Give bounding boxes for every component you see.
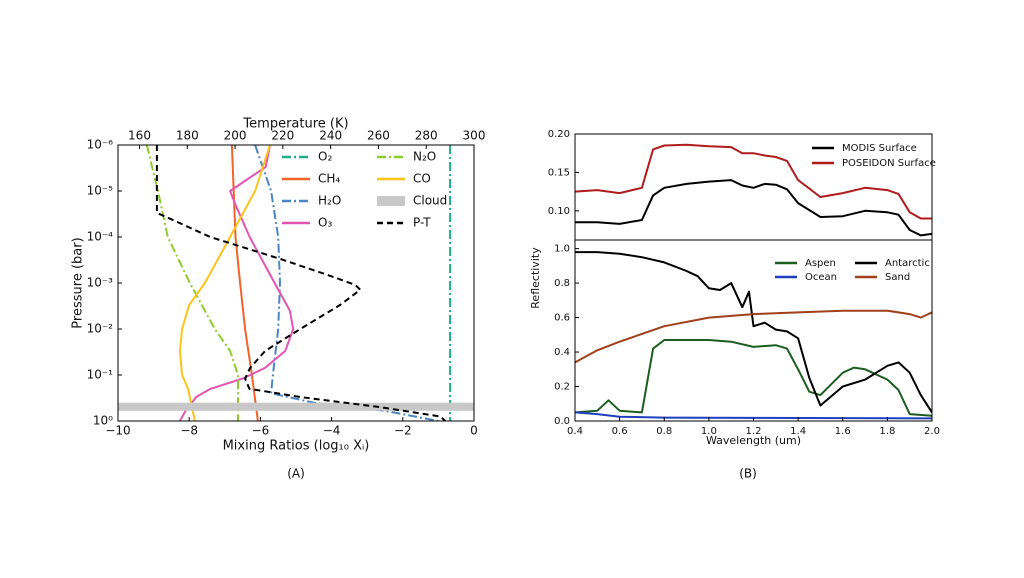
caption: (A) [287, 467, 305, 481]
series-line [254, 145, 439, 421]
x2-tick-label: 160 [128, 129, 151, 143]
x-tick-label: 1.8 [879, 426, 895, 437]
x-tick-label: 1.2 [746, 426, 762, 437]
legend-label: N₂O [413, 150, 436, 164]
x-tick-label: 0.8 [656, 426, 672, 437]
legend-label: P-T [413, 216, 431, 230]
x-tick-label: −2 [394, 424, 412, 438]
y-tick-label: 0.20 [548, 129, 570, 140]
series-line [178, 145, 271, 421]
x-tick-label: 1.0 [701, 426, 717, 437]
series-line [230, 145, 259, 421]
plot-area [575, 251, 932, 420]
y-axis-label: Reflectivity [529, 247, 542, 309]
x-tick-label: −4 [323, 424, 341, 438]
legend-label: Sand [885, 272, 910, 283]
x-tick-label: −10 [105, 424, 130, 438]
x2-tick-label: 180 [176, 129, 199, 143]
legend-label: Antarctic [885, 258, 930, 269]
y-tick-label: 0.2 [554, 382, 570, 393]
series-line [575, 309, 932, 364]
y-tick-label: 1.0 [554, 244, 570, 255]
legend-label: O₃ [318, 216, 332, 230]
series-line [145, 145, 239, 421]
plot-frame [117, 144, 475, 422]
x2-tick-label: 260 [367, 129, 390, 143]
x-axis-label: Wavelength (um) [706, 434, 801, 447]
legend-label: Ocean [805, 272, 837, 283]
series-line [155, 145, 446, 421]
y-axis-label: Pressure (bar) [71, 237, 86, 328]
y-tick-label: 0.15 [548, 167, 570, 178]
y-tick-label: 0.10 [548, 206, 570, 217]
y-tick-label: 10⁻⁴ [87, 230, 114, 244]
series-line [575, 179, 932, 237]
y-tick-label: 10⁻⁵ [87, 184, 114, 198]
legend-label: O₂ [318, 150, 332, 164]
series-line [575, 143, 932, 220]
legend-label: H₂O [318, 194, 341, 208]
x2-tick-label: 280 [415, 129, 438, 143]
plot-frame [574, 239, 933, 422]
series-line [575, 251, 932, 413]
y-tick-label: 0.0 [554, 416, 570, 427]
y-tick-label: 0.4 [554, 347, 570, 358]
series-line [179, 145, 295, 421]
y-tick-label: 0.6 [554, 313, 570, 324]
legend-label: CH₄ [318, 172, 340, 186]
x-tick-label: 0 [470, 424, 478, 438]
x2-tick-label: 240 [319, 129, 342, 143]
x2-tick-label: 220 [271, 129, 294, 143]
x-axis-label: Mixing Ratios (log₁₀ Xᵢ) [223, 439, 370, 454]
y-tick-label: 10⁻³ [87, 276, 114, 290]
y-tick-label: 10⁻⁶ [87, 138, 114, 152]
legend-label: POSEIDON Surface [842, 158, 936, 169]
legend-label: CO [413, 172, 431, 186]
x-tick-label: −6 [252, 424, 270, 438]
x2-tick-label: 200 [224, 129, 247, 143]
legend-label: Cloud [413, 194, 447, 208]
x-tick-label: −8 [180, 424, 198, 438]
legend-label: MODIS Surface [842, 143, 917, 154]
x-tick-label: 0.4 [567, 426, 583, 437]
y-tick-label: 10⁻¹ [87, 368, 114, 382]
x-tick-label: 0.6 [612, 426, 628, 437]
legend-label: Aspen [805, 258, 836, 269]
x-tick-label: 2.0 [924, 426, 940, 437]
y-tick-label: 10⁰ [93, 414, 113, 428]
legend-swatch [377, 196, 405, 206]
x-tick-label: 1.6 [835, 426, 851, 437]
cloud-band [118, 402, 474, 411]
series-line [575, 411, 932, 420]
plot-area [118, 145, 474, 421]
y-tick-label: 0.8 [554, 278, 570, 289]
series-line [575, 339, 932, 417]
x-tick-label: 1.4 [790, 426, 806, 437]
x2-axis-label: Temperature (K) [242, 117, 348, 132]
x2-tick-label: 300 [463, 129, 486, 143]
caption: (B) [739, 467, 757, 481]
plot-area [575, 143, 932, 237]
y-tick-label: 10⁻² [87, 322, 114, 336]
